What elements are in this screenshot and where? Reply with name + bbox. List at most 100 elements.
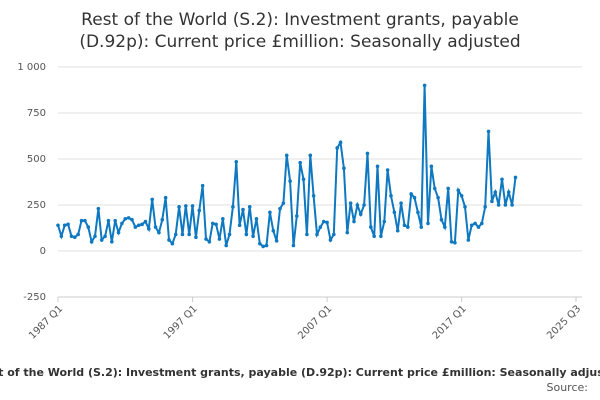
point	[140, 222, 144, 227]
point	[241, 207, 245, 212]
point	[436, 195, 440, 200]
point	[449, 240, 454, 244]
point	[358, 212, 363, 216]
point	[89, 240, 94, 244]
point	[506, 190, 511, 194]
point	[291, 243, 296, 248]
point	[136, 223, 141, 228]
y-tick-label: 0	[40, 246, 46, 257]
point	[352, 219, 356, 224]
point	[62, 223, 67, 228]
point	[278, 206, 282, 211]
point	[177, 205, 181, 209]
point	[459, 194, 464, 198]
point	[416, 210, 420, 215]
point	[486, 129, 491, 134]
point	[261, 244, 265, 249]
point	[258, 241, 262, 246]
point	[412, 195, 417, 200]
point	[321, 219, 326, 224]
point	[389, 194, 393, 198]
point	[103, 234, 107, 239]
point	[76, 232, 80, 237]
point	[143, 219, 148, 224]
point	[157, 230, 161, 235]
point	[295, 214, 299, 218]
point	[284, 153, 289, 158]
point	[153, 225, 158, 229]
point	[217, 237, 222, 241]
point	[301, 177, 306, 182]
point	[298, 160, 302, 165]
x-tick-label: 1987 Q1	[27, 303, 65, 341]
point	[419, 225, 424, 229]
point	[170, 241, 175, 246]
point	[409, 192, 413, 196]
point	[362, 203, 366, 207]
point	[503, 203, 508, 207]
point	[439, 217, 444, 222]
point	[83, 218, 87, 223]
point	[247, 205, 252, 209]
point	[399, 201, 403, 205]
x-tick-label: 2017 Q1	[431, 303, 469, 341]
point	[315, 232, 319, 237]
point	[369, 225, 373, 229]
point	[493, 190, 498, 194]
point	[443, 225, 447, 229]
point	[214, 222, 218, 227]
point	[274, 239, 279, 243]
point	[210, 221, 215, 226]
point	[96, 206, 101, 211]
point	[197, 208, 202, 213]
point	[123, 217, 128, 221]
point	[342, 166, 346, 170]
point	[429, 164, 434, 169]
point	[496, 203, 501, 207]
point	[187, 232, 191, 237]
x-tick-label: 2025 Q3	[545, 303, 583, 341]
point	[163, 195, 168, 200]
point	[395, 228, 400, 233]
point	[480, 221, 484, 226]
point	[469, 223, 474, 228]
point	[173, 232, 178, 237]
source: Source:	[547, 381, 589, 394]
y-tick-label: 250	[27, 200, 46, 211]
point	[190, 204, 195, 208]
point	[264, 243, 269, 248]
point	[456, 188, 461, 193]
point	[476, 225, 481, 229]
x-tick-label: 2007 Q1	[296, 303, 334, 341]
point	[318, 225, 323, 229]
point	[99, 238, 104, 242]
point	[120, 221, 124, 226]
point	[392, 210, 397, 215]
point	[500, 177, 504, 182]
point	[106, 218, 111, 223]
point	[473, 221, 477, 226]
point	[56, 223, 60, 228]
point	[227, 232, 232, 237]
point	[160, 217, 165, 222]
point	[207, 240, 212, 244]
point	[305, 232, 309, 237]
point	[204, 237, 208, 241]
point	[254, 217, 259, 221]
point	[147, 227, 151, 231]
point	[453, 240, 457, 245]
point	[510, 203, 514, 207]
point	[325, 220, 329, 225]
y-tick-label: 750	[27, 108, 46, 119]
point	[382, 219, 387, 224]
point	[113, 218, 117, 223]
point	[348, 201, 353, 205]
point	[194, 235, 198, 239]
point	[126, 216, 131, 220]
point	[345, 230, 350, 235]
y-tick-label: -250	[23, 292, 46, 303]
point	[224, 243, 228, 248]
point	[379, 234, 383, 239]
point	[422, 83, 427, 88]
